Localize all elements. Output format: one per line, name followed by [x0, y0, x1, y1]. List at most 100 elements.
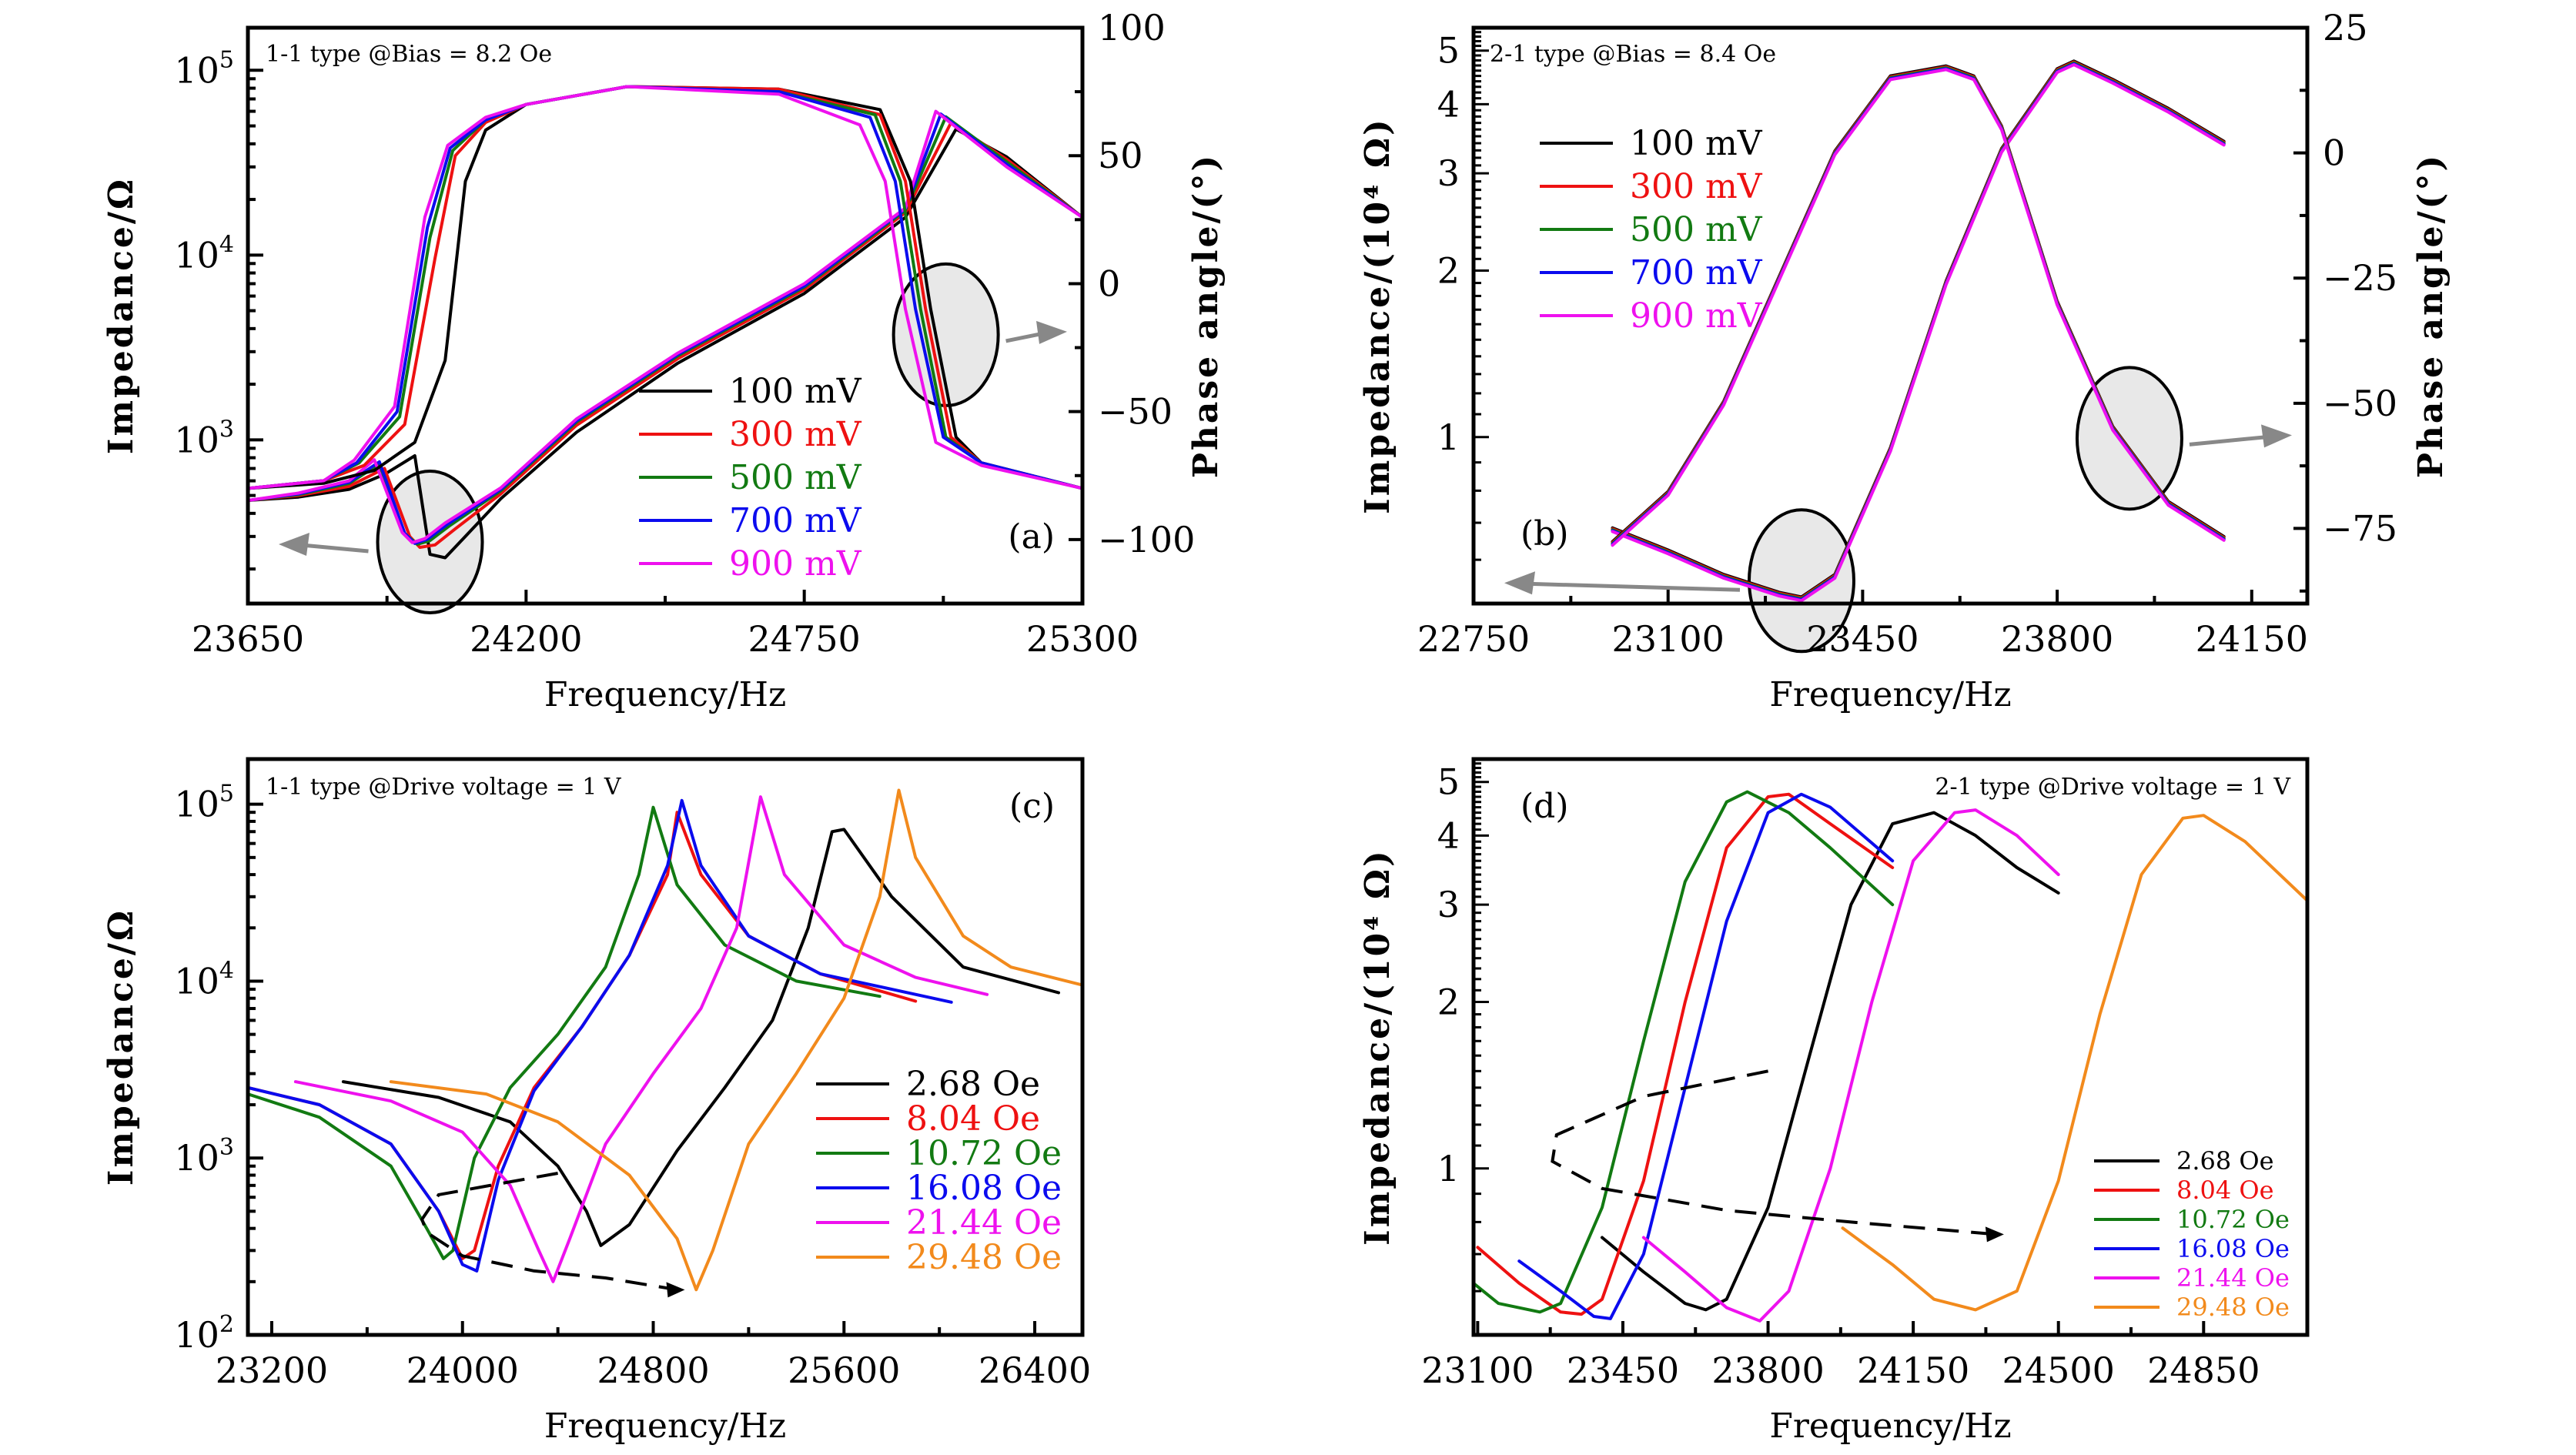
- x-axis-title: Frequency/Hz: [1769, 675, 2011, 714]
- legend-label: 21.44 Oe: [2176, 1263, 2290, 1293]
- y-tick-label: 105: [174, 781, 234, 825]
- y2-tick-label: 0: [1098, 263, 1120, 304]
- y2-axis-title: Phase angle/(°): [1186, 153, 1226, 478]
- x-axis-title: Frequency/Hz: [1769, 1406, 2011, 1446]
- x-tick-label: 26400: [979, 1350, 1091, 1391]
- series-line-2-68-oe: [1601, 811, 2060, 1312]
- y-tick-label: 2: [1437, 250, 1460, 292]
- legend-item: 100 mV: [1540, 124, 1763, 163]
- y2-tick-label: −75: [2323, 507, 2397, 549]
- legend-item: 8.04 Oe: [816, 1099, 1040, 1139]
- x-axis-title: Frequency/Hz: [544, 675, 786, 714]
- y-tick-label: 104: [174, 231, 234, 276]
- series-line-10-72-oe: [1474, 790, 1895, 1314]
- legend-item: 29.48 Oe: [816, 1238, 1062, 1277]
- legend-item: 8.04 Oe: [2094, 1176, 2274, 1205]
- series-line-16-08-oe: [248, 798, 953, 1273]
- legend-label: 700 mV: [729, 501, 862, 540]
- series-line-phase-all-voltages--magenta: [1611, 68, 2226, 547]
- legend-label: 10.72 Oe: [906, 1134, 1062, 1173]
- plot-frame: [1471, 757, 2310, 1337]
- y-tick-label: 1: [1437, 416, 1460, 458]
- legend-item: 700 mV: [639, 501, 862, 540]
- y2-axis-title: Phase angle/(°): [2411, 153, 2451, 478]
- legend-label: 500 mV: [729, 458, 862, 497]
- legend-item: 29.48 Oe: [2094, 1293, 2290, 1322]
- legend-label: 29.48 Oe: [2176, 1293, 2290, 1322]
- legend-item: 300 mV: [639, 415, 862, 454]
- trend-dashed-arrow: [420, 1172, 677, 1292]
- legend: 100 mV 300 mV 500 mV 700 mV 900 mV: [639, 372, 862, 584]
- legend-label: 8.04 Oe: [2176, 1176, 2274, 1205]
- y-axis-title: Impedance/Ω: [102, 177, 141, 454]
- highlight-ellipse: [1747, 508, 1855, 654]
- legend-item: 10.72 Oe: [816, 1134, 1062, 1173]
- legend-label: 2.68 Oe: [906, 1065, 1040, 1104]
- series-line-2-68-oe: [341, 828, 1060, 1247]
- y-tick-label: 104: [174, 957, 234, 1002]
- y-tick-label: 105: [174, 46, 234, 91]
- y-tick-label: 5: [1437, 30, 1460, 72]
- y-tick-label: 4: [1437, 814, 1460, 856]
- trend-dashed-arrow: [1551, 1069, 1997, 1236]
- legend-label: 700 mV: [1630, 253, 1763, 293]
- legend-label: 100 mV: [1630, 124, 1763, 163]
- series-line-10-72-oe: [248, 805, 882, 1260]
- legend-label: 500 mV: [1630, 210, 1763, 249]
- legend-label: 300 mV: [729, 415, 862, 454]
- y2-tick-label: 50: [1098, 135, 1143, 176]
- legend-label: 10.72 Oe: [2176, 1205, 2290, 1234]
- y-axis-title: Impedance/Ω: [102, 908, 141, 1186]
- legend-item: 21.44 Oe: [2094, 1263, 2290, 1293]
- x-tick-label: 24000: [406, 1350, 519, 1391]
- panel-annotation: 2-1 type @Bias = 8.4 Oe: [1490, 41, 1776, 68]
- y-tick-label: 4: [1437, 83, 1460, 125]
- panel-label: (c): [1009, 787, 1055, 826]
- panel-d: 23100 23450 23800 24150 24500 24850 1 2 3 4 5 Frequ…: [1358, 757, 2310, 1446]
- arrow-right-icon: [2189, 424, 2292, 448]
- legend-label: 21.44 Oe: [906, 1203, 1062, 1243]
- x-tick-label: 23450: [1806, 618, 1919, 660]
- panel-label: (d): [1521, 787, 1569, 826]
- y-axis-title: Impedance/(10⁴ Ω): [1358, 117, 1397, 514]
- series-line-900-mv-phase: [248, 85, 1082, 490]
- series-line-21-44-oe: [1641, 808, 2060, 1323]
- panel-label: (a): [1008, 517, 1055, 557]
- y-tick-label: 103: [174, 1134, 234, 1179]
- legend-item: 900 mV: [639, 544, 862, 584]
- panel-annotation: 1-1 type @Drive voltage = 1 V: [266, 774, 622, 801]
- legend-label: 16.08 Oe: [906, 1169, 1062, 1208]
- x-tick-label: 23100: [1421, 1350, 1534, 1391]
- x-tick-label: 24150: [2196, 618, 2308, 660]
- y-tick-label: 3: [1437, 152, 1460, 194]
- x-tick-label: 23800: [2001, 618, 2113, 660]
- y-tick-label: 103: [174, 416, 234, 460]
- series-line-impedance-all-voltages--magenta: [1611, 63, 2226, 603]
- legend-item: 10.72 Oe: [2094, 1205, 2290, 1234]
- legend-item: 2.68 Oe: [816, 1065, 1040, 1104]
- legend-item: 21.44 Oe: [816, 1203, 1062, 1243]
- panel-a: 23650 24200 24750 25300 103 104 105 100 50 0 −50 −1…: [102, 7, 1226, 714]
- y2-tick-label: −100: [1098, 519, 1195, 560]
- arrowhead-icon: [1985, 1226, 2004, 1243]
- y-tick-label: 102: [174, 1311, 234, 1356]
- legend-item: 300 mV: [1540, 167, 1763, 206]
- panel-c: 23200 24000 24800 25600 26400 102 103 104 105 Fre…: [102, 757, 1091, 1446]
- x-tick-label: 23800: [1711, 1350, 1824, 1391]
- y2-tick-label: −50: [2323, 383, 2397, 424]
- panel-label: (b): [1521, 514, 1569, 554]
- y2-tick-label: −25: [2323, 257, 2397, 299]
- legend-label: 100 mV: [729, 372, 862, 411]
- x-axis-title: Frequency/Hz: [544, 1406, 786, 1446]
- x-tick-label: 25600: [788, 1350, 900, 1391]
- y-tick-label: 1: [1437, 1148, 1460, 1189]
- panel-annotation: 2-1 type @Drive voltage = 1 V: [1935, 774, 2291, 801]
- y2-tick-label: 100: [1098, 7, 1166, 48]
- x-tick-label: 24500: [2002, 1350, 2115, 1391]
- y-axis-title: Impedance/(10⁴ Ω): [1358, 848, 1397, 1246]
- series-line-300-mv: [248, 121, 1082, 549]
- y2-tick-label: −50: [1098, 391, 1173, 433]
- legend-label: 2.68 Oe: [2176, 1146, 2274, 1176]
